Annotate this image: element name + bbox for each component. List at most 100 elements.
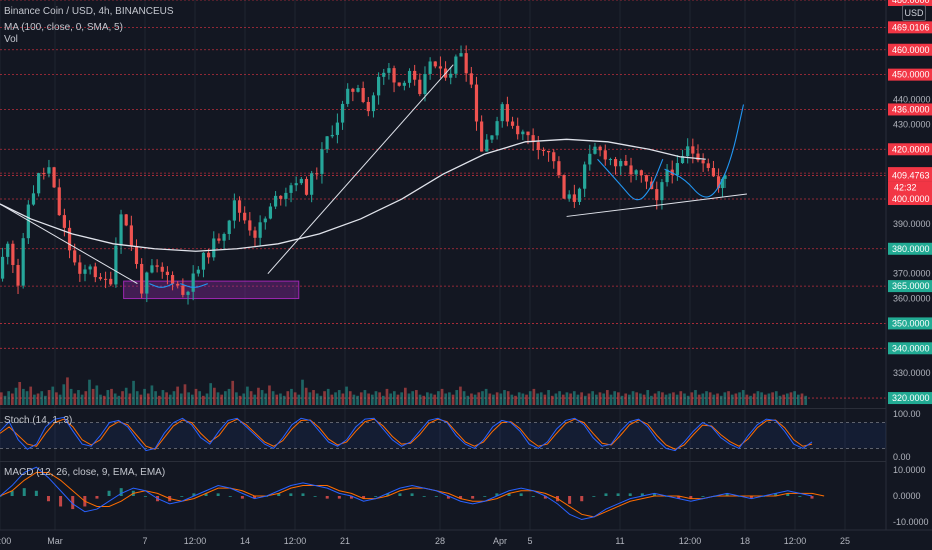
volume-bar	[80, 394, 84, 405]
volume-bar	[128, 393, 132, 405]
candle-body	[181, 285, 185, 295]
candle-body	[207, 252, 211, 258]
macd-histogram-bar	[446, 496, 450, 499]
candle-body	[500, 104, 504, 122]
volume-bar	[271, 391, 275, 405]
candle-body	[526, 131, 530, 136]
candle-body	[720, 178, 725, 189]
candle-body	[196, 269, 200, 274]
macd-histogram-bar	[289, 493, 293, 496]
stoch-pane-separator[interactable]	[0, 408, 886, 409]
price-level-label: 400.0000	[892, 194, 930, 204]
macd-histogram-bar	[398, 493, 402, 496]
price-level-label: 380.0000	[892, 244, 930, 254]
volume-bar	[44, 395, 47, 405]
macd-histogram-bar	[71, 496, 75, 510]
volume-bar	[102, 395, 106, 405]
volume-bar	[404, 387, 407, 405]
volume-bar	[392, 391, 396, 405]
volume-bar	[683, 393, 686, 405]
candle-body	[26, 204, 30, 239]
volume-bar	[257, 387, 260, 405]
macd-histogram-bar	[107, 490, 111, 496]
macd-histogram-bar	[519, 493, 523, 496]
candle-body	[603, 150, 607, 160]
volume-bar	[77, 390, 80, 405]
candle-body	[114, 245, 118, 285]
macd-histogram-bar	[362, 496, 366, 499]
volume-bar	[25, 391, 29, 405]
candle-body	[140, 263, 144, 294]
time-axis-tick: Mar	[47, 536, 63, 546]
macd-axis-tick: 10.0000	[893, 465, 926, 475]
macd-histogram-bar	[725, 493, 729, 496]
price-level-label: 320.0000	[892, 393, 930, 403]
volume-bar	[514, 395, 517, 405]
volume-bar	[238, 395, 242, 405]
price-level-label: 420.0000	[892, 144, 930, 154]
volume-bar	[793, 391, 796, 405]
candle-body	[98, 277, 103, 279]
time-axis-tick: 12:00	[784, 536, 807, 546]
volume-bar	[293, 392, 297, 405]
macd-pane-separator[interactable]	[0, 461, 886, 462]
candle-body	[83, 269, 87, 274]
candle-body	[639, 170, 643, 176]
candle-body	[428, 61, 432, 74]
macd-histogram-bar	[701, 496, 705, 497]
price-level-badge	[888, 43, 932, 56]
volume-bar	[686, 395, 690, 405]
volume-bar	[374, 391, 378, 405]
candle-body	[418, 79, 422, 95]
volume-bar	[429, 393, 433, 405]
candle-body	[449, 73, 453, 78]
volume-bar	[227, 388, 231, 405]
volume-bar	[591, 391, 594, 405]
volume-bar	[187, 392, 190, 405]
volume-bar	[470, 393, 473, 405]
candle-body	[217, 238, 221, 241]
volume-bar	[378, 392, 381, 405]
candle-body	[129, 225, 133, 247]
volume-bar	[598, 392, 602, 405]
candle-body	[593, 146, 597, 154]
candle-body	[613, 159, 618, 167]
candle-body	[402, 82, 406, 86]
price-level-label: 350.0000	[892, 318, 930, 328]
volume-bar	[532, 388, 536, 405]
volume-bar	[466, 395, 470, 405]
candle-body	[109, 278, 113, 285]
trend-line	[566, 193, 747, 217]
volume-bar	[345, 386, 348, 405]
candle-body	[392, 68, 396, 83]
volume-bar	[661, 392, 664, 405]
candle-body	[371, 95, 376, 112]
candle-body	[485, 139, 489, 152]
macd-histogram-bar	[592, 496, 596, 497]
volume-bar	[73, 393, 77, 405]
volume-bar	[319, 395, 323, 405]
candle-body	[588, 153, 592, 165]
candle-body	[438, 66, 443, 69]
volume-bar	[334, 392, 337, 405]
volume-bar	[400, 392, 403, 405]
time-axis-tick: 14	[240, 536, 250, 546]
candle-body	[464, 53, 468, 74]
candle-body	[546, 150, 551, 153]
price-level-badge	[888, 21, 932, 34]
currency-badge[interactable]: USD	[902, 5, 926, 21]
volume-bar	[209, 383, 213, 405]
candle-body	[268, 206, 273, 219]
candle-body	[299, 178, 303, 184]
candle-body	[583, 164, 587, 189]
volume-bar	[473, 394, 477, 405]
volume-bar	[484, 388, 488, 405]
volume-bar	[312, 390, 315, 405]
volume-bar	[308, 392, 312, 405]
volume-bar	[771, 392, 774, 405]
volume-bar	[260, 390, 264, 405]
candle-body	[706, 163, 710, 168]
time-axis-tick: 21	[340, 536, 350, 546]
volume-bar	[315, 393, 319, 405]
